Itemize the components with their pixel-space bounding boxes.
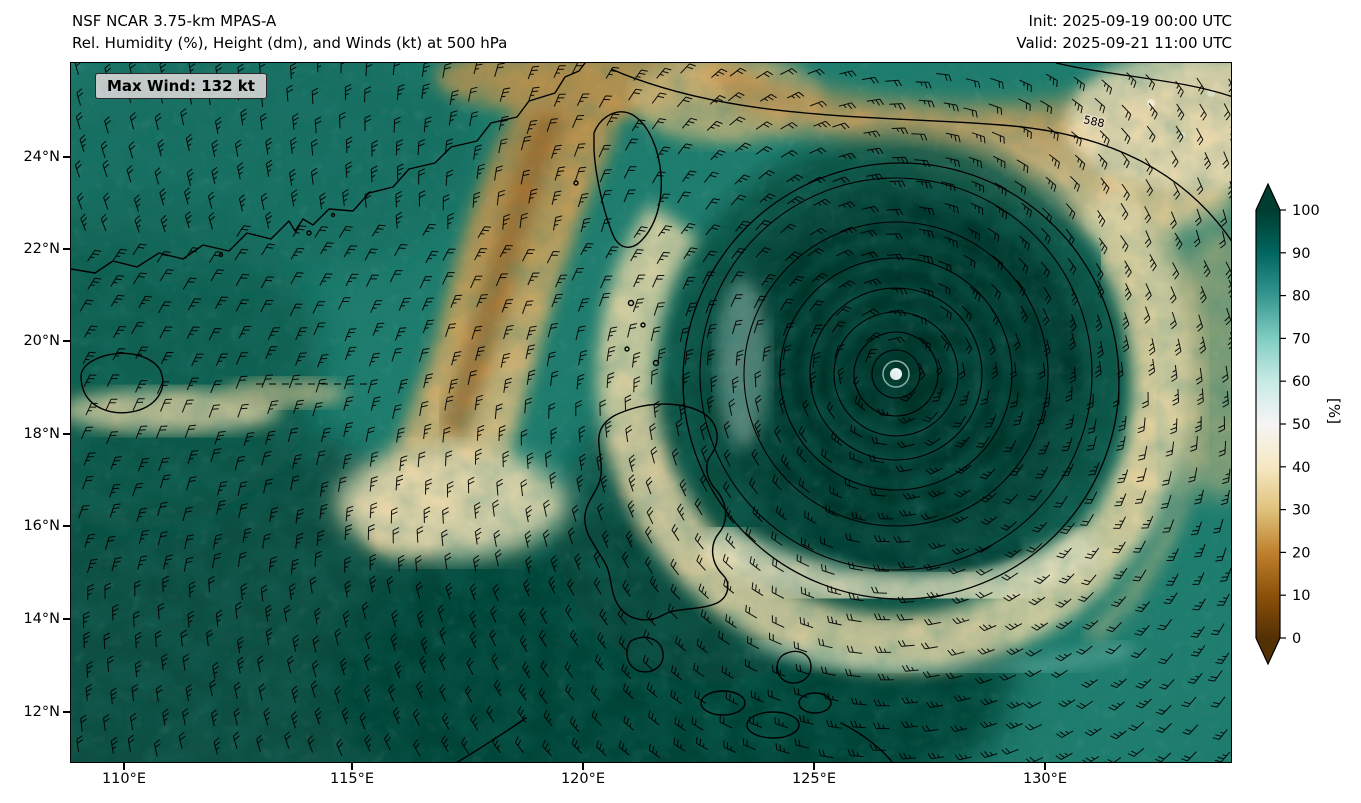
svg-text:70: 70: [1292, 331, 1310, 347]
coastlines: [71, 63, 894, 762]
x-tick-label: 110°E: [101, 771, 147, 787]
y-tick-mark: [63, 433, 70, 435]
svg-text:0: 0: [1292, 631, 1301, 647]
colorbar-extend-top: [1256, 184, 1280, 210]
svg-text:40: 40: [1292, 460, 1310, 476]
model-title: NSF NCAR 3.75-km MPAS-A: [72, 12, 277, 30]
china-coast: [71, 63, 586, 274]
y-tick-label: 24°N: [23, 149, 60, 165]
svg-text:20: 20: [1292, 545, 1310, 561]
init-time: Init: 2025-09-19 00:00 UTC: [1028, 12, 1232, 30]
colorbar-extend-bottom: [1256, 638, 1280, 664]
figure-header: NSF NCAR 3.75-km MPAS-A Rel. Humidity (%…: [72, 10, 507, 54]
x-tick-label: 130°E: [1022, 771, 1068, 787]
y-tick-label: 16°N: [23, 518, 60, 534]
x-tick-mark: [351, 763, 353, 770]
y-tick-label: 20°N: [23, 333, 60, 349]
x-tick-label: 120°E: [560, 771, 606, 787]
y-tick-mark: [63, 156, 70, 158]
x-tick-label: 115°E: [329, 771, 375, 787]
svg-text:100: 100: [1292, 203, 1320, 219]
rh-height-wind-map: 588: [71, 63, 1231, 762]
max-wind-badge: Max Wind: 132 kt: [95, 73, 267, 99]
y-tick-label: 12°N: [23, 704, 60, 720]
mindoro-island: [626, 636, 664, 673]
svg-text:30: 30: [1292, 503, 1310, 519]
rh-field-art: [71, 63, 1231, 762]
wind-barbs: [74, 63, 1231, 762]
y-tick-label: 14°N: [23, 611, 60, 627]
luzon-island: [584, 403, 729, 621]
colorbar-gradient: [1256, 210, 1280, 638]
y-tick-mark: [63, 340, 70, 342]
y-tick-mark: [63, 525, 70, 527]
samar-island: [776, 650, 812, 684]
contour-588-line: [610, 68, 1231, 242]
x-tick-label: 125°E: [791, 771, 837, 787]
svg-text:80: 80: [1292, 289, 1310, 305]
colorbar: 100 90 80 70 60 50 40 30 20 10 0: [1246, 172, 1361, 702]
x-tick-mark: [1044, 763, 1046, 770]
run-times: Init: 2025-09-19 00:00 UTC Valid: 2025-0…: [1016, 10, 1232, 54]
y-tick-mark: [63, 711, 70, 713]
taiwan-island: [593, 111, 663, 248]
svg-text:50: 50: [1292, 417, 1310, 433]
colorbar-unit-label: [%]: [1325, 398, 1343, 424]
y-tick-label: 22°N: [23, 241, 60, 257]
map-plot: 588: [70, 62, 1232, 763]
field-subtitle: Rel. Humidity (%), Height (dm), and Wind…: [72, 34, 508, 52]
x-tick-mark: [123, 763, 125, 770]
valid-time: Valid: 2025-09-21 11:00 UTC: [1016, 34, 1232, 52]
y-tick-mark: [63, 248, 70, 250]
svg-text:10: 10: [1292, 588, 1310, 604]
y-tick-label: 18°N: [23, 426, 60, 442]
contour-label-588: 588: [1082, 113, 1105, 130]
svg-text:60: 60: [1292, 374, 1310, 390]
y-tick-mark: [63, 618, 70, 620]
svg-text:90: 90: [1292, 246, 1310, 262]
palawan-island: [456, 717, 527, 762]
x-tick-mark: [813, 763, 815, 770]
x-tick-mark: [582, 763, 584, 770]
